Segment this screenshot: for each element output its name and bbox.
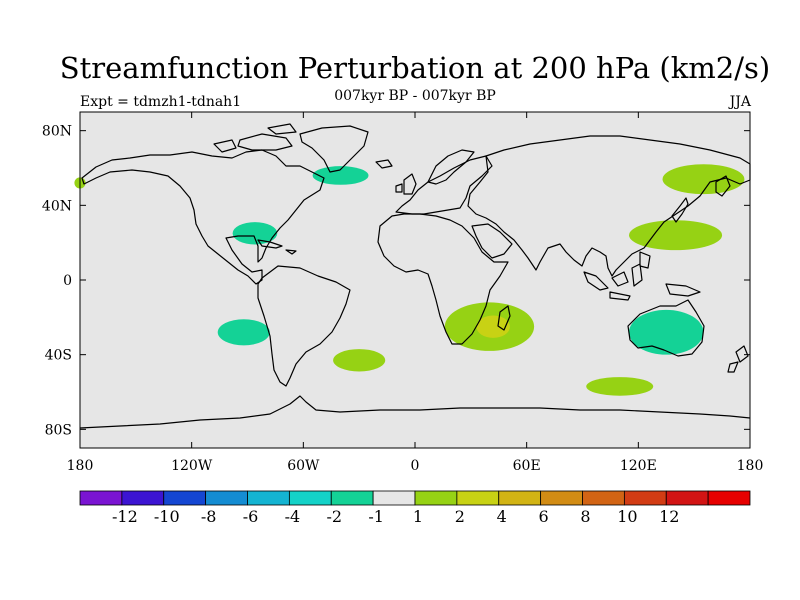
coastline-japan xyxy=(671,197,689,223)
plot-subtitle: 007kyr BP - 007kyr BP xyxy=(334,88,496,104)
x-tick-label: 0 xyxy=(411,458,420,474)
colorbar-label: 1 xyxy=(413,507,423,526)
coastline-iceland xyxy=(375,159,393,169)
colorbar-swatch xyxy=(498,490,542,506)
anomaly-layer xyxy=(74,164,745,396)
anomaly-gulf-of-mexico-negative xyxy=(232,222,278,245)
coastline-europe xyxy=(395,155,493,215)
colorbar-swatch xyxy=(540,490,583,506)
plot-title: Streamfunction Perturbation at 200 hPa (… xyxy=(59,51,771,85)
coastline-antarctica xyxy=(79,395,751,429)
colorbar-label: 2 xyxy=(455,507,465,526)
axis-ticks: 180 120W 60W 0 60E 120E 180 80N 40N 0 40S 80S xyxy=(42,112,763,474)
x-tick-label: 120E xyxy=(620,458,657,474)
coastline-new-zealand xyxy=(727,345,749,373)
map-panel: 180 120W 60W 0 60E 120E 180 80N 40N 0 40S 80S xyxy=(42,111,763,474)
anomaly-south-atlantic-positive xyxy=(333,349,386,372)
colorbar-label: 8 xyxy=(580,507,590,526)
colorbar-swatch xyxy=(288,490,332,506)
colorbar-swatch xyxy=(205,490,248,506)
colorbar: -12 -10 -8 -6 -4 -2 -1 1 2 4 6 8 10 12 xyxy=(79,490,751,526)
colorbar-swatch xyxy=(163,490,207,506)
colorbar-label: -1 xyxy=(368,507,384,526)
colorbar-label: 10 xyxy=(617,507,637,526)
colorbar-swatch xyxy=(372,490,416,506)
coastline-caribbean xyxy=(257,239,297,255)
y-tick-label: 80S xyxy=(45,422,72,438)
coastline-south-america xyxy=(257,265,351,387)
anomaly-madagascar-core-positive xyxy=(476,315,510,338)
anomaly-southern-ocean-positive xyxy=(586,377,654,396)
colorbar-label: 4 xyxy=(497,507,507,526)
colorbar-swatch xyxy=(79,490,123,506)
coastline-madagascar xyxy=(497,305,511,331)
colorbar-swatch xyxy=(665,490,709,506)
coastline-asia xyxy=(467,135,751,277)
x-tick-label: 180 xyxy=(67,458,94,474)
colorbar-label: -4 xyxy=(285,507,301,526)
y-tick-label: 0 xyxy=(63,273,72,289)
colorbar-swatch xyxy=(330,490,374,506)
anomaly-siberia-positive xyxy=(662,164,745,195)
y-tick-label: 80N xyxy=(42,124,72,140)
colorbar-swatch xyxy=(414,490,458,506)
colorbar-label: -10 xyxy=(154,507,180,526)
coastline-greenland xyxy=(299,125,369,173)
anomaly-west-pacific-positive xyxy=(629,220,723,251)
coastline-australia xyxy=(627,299,705,357)
colorbar-swatch xyxy=(623,490,667,506)
coastline-arabia xyxy=(471,223,513,259)
coastline-north-america xyxy=(81,149,325,285)
anomaly-north-atlantic-negative xyxy=(312,166,369,185)
experiment-label: Expt = tdmzh1-tdnah1 xyxy=(80,94,242,110)
colorbar-swatch xyxy=(582,490,625,506)
colorbar-label: 12 xyxy=(659,507,679,526)
colorbar-label: -8 xyxy=(201,507,217,526)
x-tick-label: 60E xyxy=(513,458,541,474)
map-background xyxy=(80,112,750,448)
colorbar-swatch xyxy=(707,490,751,506)
colorbar-swatch xyxy=(121,490,165,506)
y-tick-label: 40N xyxy=(42,198,72,214)
anomaly-australia-negative xyxy=(629,309,704,355)
coastline-scandinavia xyxy=(427,149,475,185)
colorbar-swatch xyxy=(456,490,500,506)
coastline-indonesia xyxy=(583,251,701,301)
colorbar-swatch xyxy=(247,490,290,506)
season-label: JJA xyxy=(729,94,751,110)
colorbar-label: -12 xyxy=(112,507,138,526)
coastline-british-isles xyxy=(395,173,417,195)
y-tick-label: 40S xyxy=(45,348,72,364)
anomaly-east-pacific-negative xyxy=(217,319,270,346)
coastline-arctic-islands xyxy=(213,123,297,153)
x-tick-label: 60W xyxy=(287,458,320,474)
colorbar-label: 6 xyxy=(539,507,549,526)
coastline-kamchatka xyxy=(715,175,731,197)
colorbar-label: -6 xyxy=(243,507,259,526)
colorbar-label: -2 xyxy=(326,507,342,526)
coastlines xyxy=(79,123,751,429)
coastline-africa xyxy=(377,213,509,345)
x-tick-label: 120W xyxy=(171,458,213,474)
x-tick-label: 180 xyxy=(737,458,764,474)
